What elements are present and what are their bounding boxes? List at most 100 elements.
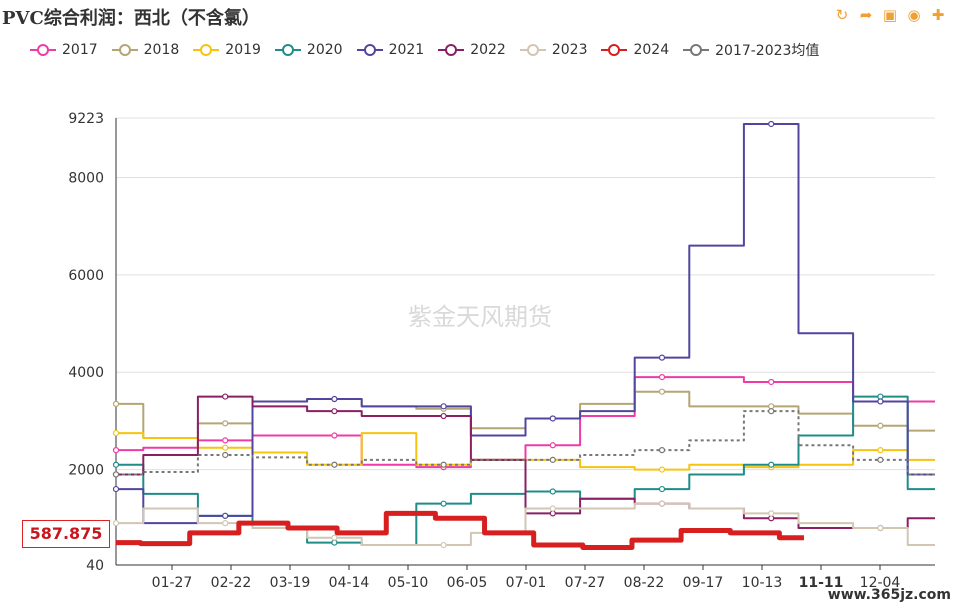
x-tick-label: 09-17 (683, 575, 724, 591)
legend-marker-icon (30, 44, 56, 56)
data-point (549, 415, 556, 422)
legend-item[interactable]: 2017 (30, 40, 98, 60)
data-point (549, 488, 556, 495)
x-tick-label: 01-27 (152, 575, 193, 591)
data-point (658, 500, 666, 507)
x-tick-label: 03-19 (270, 575, 311, 591)
data-point (768, 378, 775, 386)
data-point (222, 451, 229, 459)
legend-marker-icon (193, 44, 220, 56)
data-point (112, 447, 120, 454)
legend-item[interactable]: 2021 (356, 40, 425, 60)
chart-title: PVC综合利润：西北（不含氯） (2, 8, 260, 29)
data-point (658, 485, 666, 493)
series-line-2021 (116, 122, 935, 525)
x-tick-label: 11-11 (799, 575, 844, 591)
data-point (331, 408, 338, 415)
legend-item[interactable]: 2017-2023均值 (683, 40, 819, 60)
legend-marker-icon (274, 44, 301, 56)
legend-label: 2022 (470, 42, 506, 58)
data-point (549, 456, 556, 463)
data-point (768, 403, 775, 410)
data-point (658, 374, 666, 381)
refresh-icon[interactable]: ↻ (835, 6, 849, 24)
y-tick-label: 8000 (68, 171, 104, 187)
series-line-2017-2023均值 (116, 410, 935, 476)
data-point (331, 534, 338, 541)
y-tick-label: 6000 (68, 268, 104, 284)
x-tick-label: 08-22 (624, 575, 665, 591)
data-point (222, 437, 229, 444)
legend-marker-icon (111, 44, 138, 56)
series-line-2024 (116, 510, 804, 550)
legend-label: 2017-2023均值 (715, 43, 820, 59)
legend-label: 2017 (62, 42, 98, 58)
data-point (331, 395, 338, 403)
data-point (658, 447, 666, 454)
watermark: 紫金天风期货 (408, 303, 552, 331)
legend-item[interactable]: 2022 (438, 40, 506, 60)
data-point (222, 444, 229, 451)
data-point (549, 442, 556, 449)
chart-toolbar: ↻ ➦ ▣ ◉ ✚ (833, 6, 947, 24)
chart-legend: 2017 2018 2019 2020 2021 2022 2023 2024 2017-202… (30, 40, 833, 60)
legend-item[interactable]: 2018 (111, 40, 179, 60)
data-point (331, 461, 338, 468)
y-tick-label: 9223 (68, 111, 104, 127)
data-point (331, 539, 338, 546)
data-point (658, 354, 666, 361)
data-point (768, 510, 775, 517)
legend-item[interactable]: 2020 (274, 40, 343, 60)
legend-marker-icon (438, 44, 465, 56)
data-point (112, 471, 120, 478)
data-point (877, 456, 884, 463)
legend-item[interactable]: 2023 (519, 40, 588, 60)
data-point (112, 400, 120, 407)
legend-marker-icon (519, 44, 546, 56)
legend-label: 2023 (551, 42, 588, 58)
bell-icon[interactable]: ◉ (907, 6, 921, 24)
data-point (222, 512, 229, 519)
data-point (877, 398, 884, 405)
data-point (768, 515, 775, 522)
x-tick-label: 10-13 (742, 575, 783, 591)
data-point (549, 510, 556, 517)
legend-item[interactable]: 2019 (193, 40, 261, 60)
legend-label: 2024 (633, 42, 670, 58)
data-point (658, 466, 666, 473)
legend-marker-icon (683, 44, 710, 56)
data-point (440, 461, 447, 468)
legend-item[interactable]: 2024 (601, 40, 669, 60)
legend-label: 2019 (225, 42, 261, 58)
legend-marker-icon (356, 44, 383, 56)
legend-label: 2021 (388, 42, 425, 58)
data-point (440, 541, 447, 549)
x-tick-label: 05-10 (388, 575, 429, 591)
series-line-2022 (116, 395, 935, 530)
footer-url: www.365jz.com (827, 587, 951, 603)
data-point (112, 520, 120, 527)
data-point (877, 447, 884, 454)
legend-marker-icon (601, 44, 628, 56)
data-point (112, 485, 120, 493)
data-point (112, 461, 120, 468)
y-tick-label: 4000 (68, 365, 104, 381)
data-point (768, 408, 775, 415)
x-tick-label: 06-05 (447, 575, 488, 591)
current-value-badge: 587.875 (22, 520, 110, 548)
x-tick-label: 04-14 (329, 575, 370, 591)
x-tick-label: 07-27 (565, 575, 606, 591)
data-point (768, 461, 775, 468)
image-icon[interactable]: ▣ (882, 6, 898, 24)
data-point (222, 420, 229, 427)
data-point (877, 524, 884, 532)
fullscreen-icon[interactable]: ✚ (931, 6, 945, 24)
legend-label: 2020 (306, 42, 343, 58)
data-point (440, 412, 447, 420)
x-tick-label: 12-04 (860, 575, 901, 591)
share-icon[interactable]: ➦ (859, 6, 873, 24)
data-point (549, 505, 556, 512)
data-point (222, 393, 229, 400)
data-point (331, 432, 338, 439)
